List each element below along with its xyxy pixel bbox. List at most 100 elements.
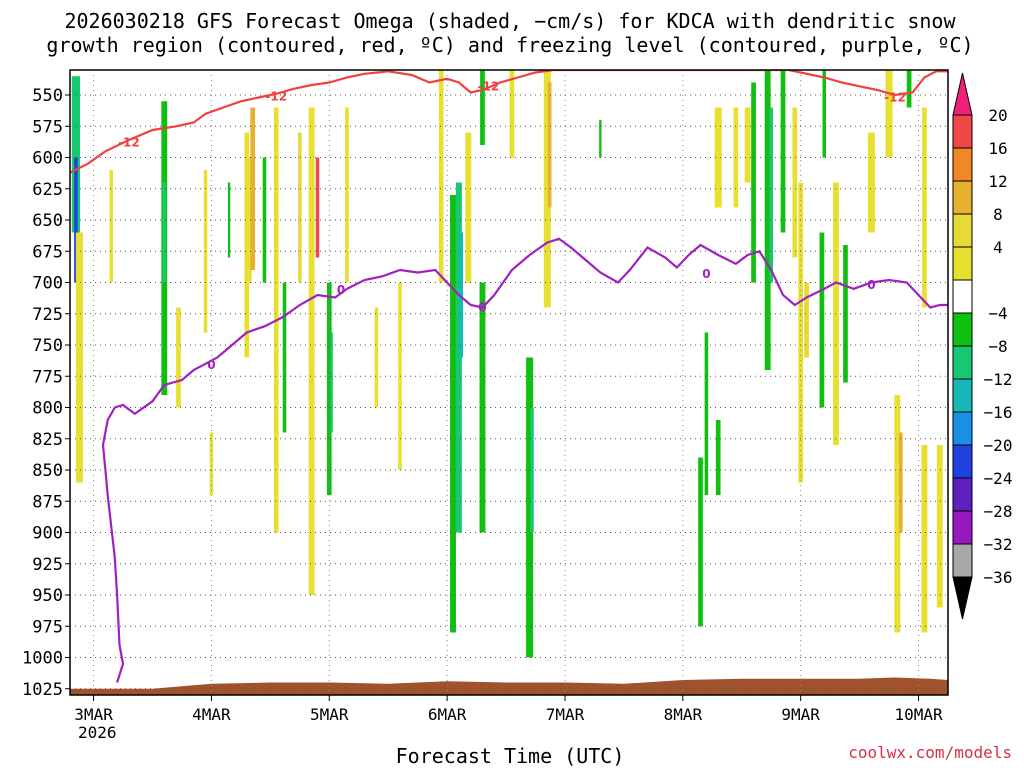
omega-region-48 (798, 182, 804, 483)
chart-title-line2: growth region (contoured, red, ºC) and f… (46, 33, 973, 57)
colorbar-segment (952, 378, 973, 413)
omega-region-27 (459, 232, 464, 358)
dendritic-minus12-contour (70, 70, 948, 174)
omega-region-3 (109, 170, 114, 283)
omega-region-38 (704, 332, 709, 495)
y-tick-label: 1000 (22, 649, 63, 669)
omega-region-12 (250, 107, 256, 270)
omega-region-51 (822, 70, 827, 158)
omega-region-57 (899, 432, 903, 533)
omega-region-30 (480, 70, 485, 145)
colorbar-label: −24 (984, 469, 1013, 488)
y-tick-label: 775 (32, 367, 63, 387)
colorbar-label: −32 (984, 535, 1013, 554)
omega-region-23 (398, 282, 402, 470)
terrain (70, 677, 948, 695)
colorbar-label: −4 (988, 304, 1007, 323)
colorbar-top-arrow (952, 72, 973, 116)
colorbar-segment (952, 444, 973, 479)
y-tick-label: 650 (32, 211, 63, 231)
y-tick-label: 625 (32, 180, 63, 200)
dendritic-contour-label: -12 (265, 89, 287, 103)
freezing-contour-label: 0 (867, 278, 875, 292)
y-tick-label: 925 (32, 555, 63, 575)
omega-region-49 (804, 282, 809, 358)
y-tick-label: 600 (32, 149, 63, 169)
y-tick-label: 575 (32, 117, 63, 137)
x-axis: 3MAR 4MAR 5MAR 6MAR 7MAR 8MAR 9MAR 10MAR (74, 695, 943, 724)
omega-region-20 (330, 332, 333, 433)
colorbar-label: −36 (984, 568, 1013, 587)
y-tick-label: 700 (32, 274, 63, 294)
colorbar-label: 20 (988, 106, 1007, 125)
omega-region-50 (819, 232, 825, 408)
freezing-contour-label: 0 (337, 283, 345, 297)
omega-region-10 (244, 132, 250, 358)
colorbar-segment (952, 411, 973, 446)
x-axis-label: Forecast Time (UTC) (396, 744, 625, 768)
colorbar-bottom-arrow (952, 576, 973, 620)
y-tick-label: 975 (32, 617, 63, 637)
omega-region-60 (922, 107, 927, 308)
contours: -12 -12 -12 -12 0 0 0 0 0 (70, 70, 948, 683)
grid (70, 70, 948, 695)
omega-region-2 (75, 232, 83, 483)
omega-region-28 (465, 132, 472, 283)
colorbar-segment (952, 345, 973, 380)
omega-region-26 (455, 182, 462, 533)
freezing-level-contour (101, 237, 948, 683)
colorbar-label: −8 (988, 337, 1007, 356)
colorbar-label: 8 (993, 205, 1003, 224)
omega-shading (71, 70, 943, 658)
colorbar-label: −16 (984, 403, 1013, 422)
omega-region-39 (715, 420, 721, 495)
y-tick-label: 825 (32, 430, 63, 450)
y-tick-label: 850 (32, 461, 63, 481)
omega-region-34 (543, 70, 551, 308)
colorbar-segment (952, 180, 973, 215)
omega-region-35 (547, 82, 552, 208)
dendritic-contour-label: -12 (118, 136, 140, 150)
freezing-contour-label: 0 (478, 301, 486, 315)
omega-region-5 (162, 182, 167, 283)
omega-region-25 (450, 195, 456, 633)
x-tick-label: 9MAR (781, 705, 820, 724)
omega-region-24 (438, 70, 444, 283)
x-tick-label: 6MAR (428, 705, 467, 724)
omega-region-36 (599, 120, 602, 158)
omega-region-0 (71, 76, 81, 233)
colorbar-segment (952, 312, 973, 347)
colorbar-label: −20 (984, 436, 1013, 455)
omega-region-58 (906, 70, 912, 108)
dendritic-contour-label: -12 (478, 79, 500, 93)
y-tick-label: 800 (32, 399, 63, 419)
omega-region-29 (479, 282, 486, 533)
omega-region-40 (714, 107, 722, 208)
x-tick-label: 7MAR (546, 705, 585, 724)
plot-frame (69, 69, 949, 696)
omega-region-47 (792, 107, 798, 258)
omega-region-52 (833, 182, 839, 445)
colorbar-segment (952, 477, 973, 512)
x-axis-year: 2026 (78, 723, 117, 742)
colorbar-segment (952, 147, 973, 182)
colorbar-segment (952, 543, 973, 578)
y-tick-label: 550 (32, 86, 63, 106)
dendritic-contour-label: -12 (884, 91, 906, 105)
y-tick-label: 900 (32, 524, 63, 544)
omega-region-6 (176, 307, 181, 408)
omega-region-32 (526, 357, 534, 658)
colorbar-segment (952, 114, 973, 149)
omega-region-59 (921, 445, 928, 633)
y-axis: 550 575 600 625 650 675 700 725 750 775 800 825 850 8… (22, 86, 70, 700)
omega-region-8 (209, 432, 214, 495)
y-tick-label: 950 (32, 586, 63, 606)
colorbar-segment (952, 510, 973, 545)
y-tick-label: 1025 (22, 680, 63, 700)
x-tick-label: 5MAR (310, 705, 349, 724)
colorbar-label: −12 (984, 370, 1013, 389)
chart-title-line1: 2026030218 GFS Forecast Omega (shaded, −… (64, 9, 956, 33)
credit-text: coolwx.com/models (848, 743, 1012, 762)
x-tick-label: 10MAR (894, 705, 943, 724)
